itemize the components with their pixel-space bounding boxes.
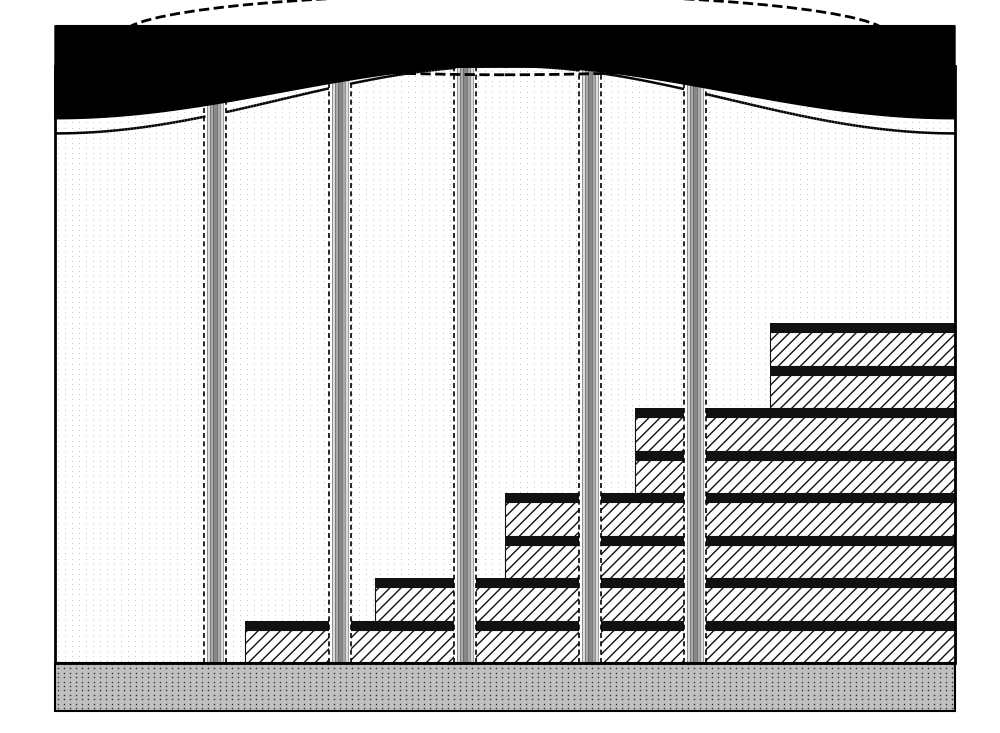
Bar [770, 417, 955, 451]
Bar [454, 66, 457, 663]
Bar [770, 408, 955, 417]
Bar [635, 536, 955, 545]
Bar [207, 66, 210, 663]
Bar [690, 66, 693, 663]
Bar [329, 66, 351, 663]
Bar [457, 66, 460, 663]
Bar [217, 66, 220, 663]
Bar [693, 66, 697, 663]
Bar [55, 66, 955, 663]
Bar [635, 502, 955, 536]
Bar [598, 66, 601, 663]
Bar [375, 621, 955, 630]
Bar [375, 578, 955, 587]
Bar [467, 66, 470, 663]
Bar [684, 66, 706, 663]
Bar [329, 66, 332, 663]
Bar [505, 545, 955, 578]
Bar [245, 630, 955, 663]
Bar [338, 66, 342, 663]
Bar [582, 66, 585, 663]
Bar [635, 460, 955, 493]
Bar [684, 66, 687, 663]
Bar [697, 66, 700, 663]
Bar [770, 502, 955, 536]
Bar [470, 66, 473, 663]
Bar [55, 66, 955, 663]
Bar [770, 332, 955, 366]
Bar [635, 408, 955, 417]
Bar [204, 66, 226, 663]
Bar [223, 66, 226, 663]
Bar [770, 630, 955, 663]
Bar [348, 66, 351, 663]
Bar [460, 66, 463, 663]
Bar [770, 578, 955, 587]
Bar [770, 545, 955, 578]
Bar [505, 536, 955, 545]
Bar [770, 621, 955, 630]
Bar [770, 536, 955, 545]
Bar [220, 66, 223, 663]
Bar [210, 66, 213, 663]
Bar [55, 663, 955, 711]
Bar [579, 66, 601, 663]
Bar [770, 451, 955, 460]
Bar [595, 66, 598, 663]
Bar [770, 587, 955, 621]
Bar [505, 587, 955, 621]
Bar [770, 375, 955, 408]
Bar [687, 66, 690, 663]
Bar [505, 493, 955, 502]
Bar [770, 366, 955, 375]
Bar [335, 66, 338, 663]
Bar [635, 621, 955, 630]
Bar [635, 545, 955, 578]
Polygon shape [55, 26, 955, 119]
Bar [770, 493, 955, 502]
Bar [635, 451, 955, 460]
Bar [635, 578, 955, 587]
Bar [770, 460, 955, 493]
Bar [213, 66, 217, 663]
Bar [635, 630, 955, 663]
Bar [505, 502, 955, 536]
Bar [345, 66, 348, 663]
Bar [245, 621, 955, 630]
Bar [585, 66, 588, 663]
Bar [592, 66, 595, 663]
Bar [770, 323, 955, 332]
Bar [579, 66, 582, 663]
Bar [505, 621, 955, 630]
Bar [375, 630, 955, 663]
Bar [635, 417, 955, 451]
Bar [588, 66, 592, 663]
Bar [700, 66, 703, 663]
Bar [703, 66, 706, 663]
Bar [204, 66, 207, 663]
Bar [332, 66, 335, 663]
Bar [635, 493, 955, 502]
Bar [635, 587, 955, 621]
Bar [505, 578, 955, 587]
Bar [454, 66, 476, 663]
Bar [55, 663, 955, 711]
Bar [473, 66, 476, 663]
Bar [342, 66, 345, 663]
Bar [375, 587, 955, 621]
Bar [505, 630, 955, 663]
Bar [463, 66, 467, 663]
